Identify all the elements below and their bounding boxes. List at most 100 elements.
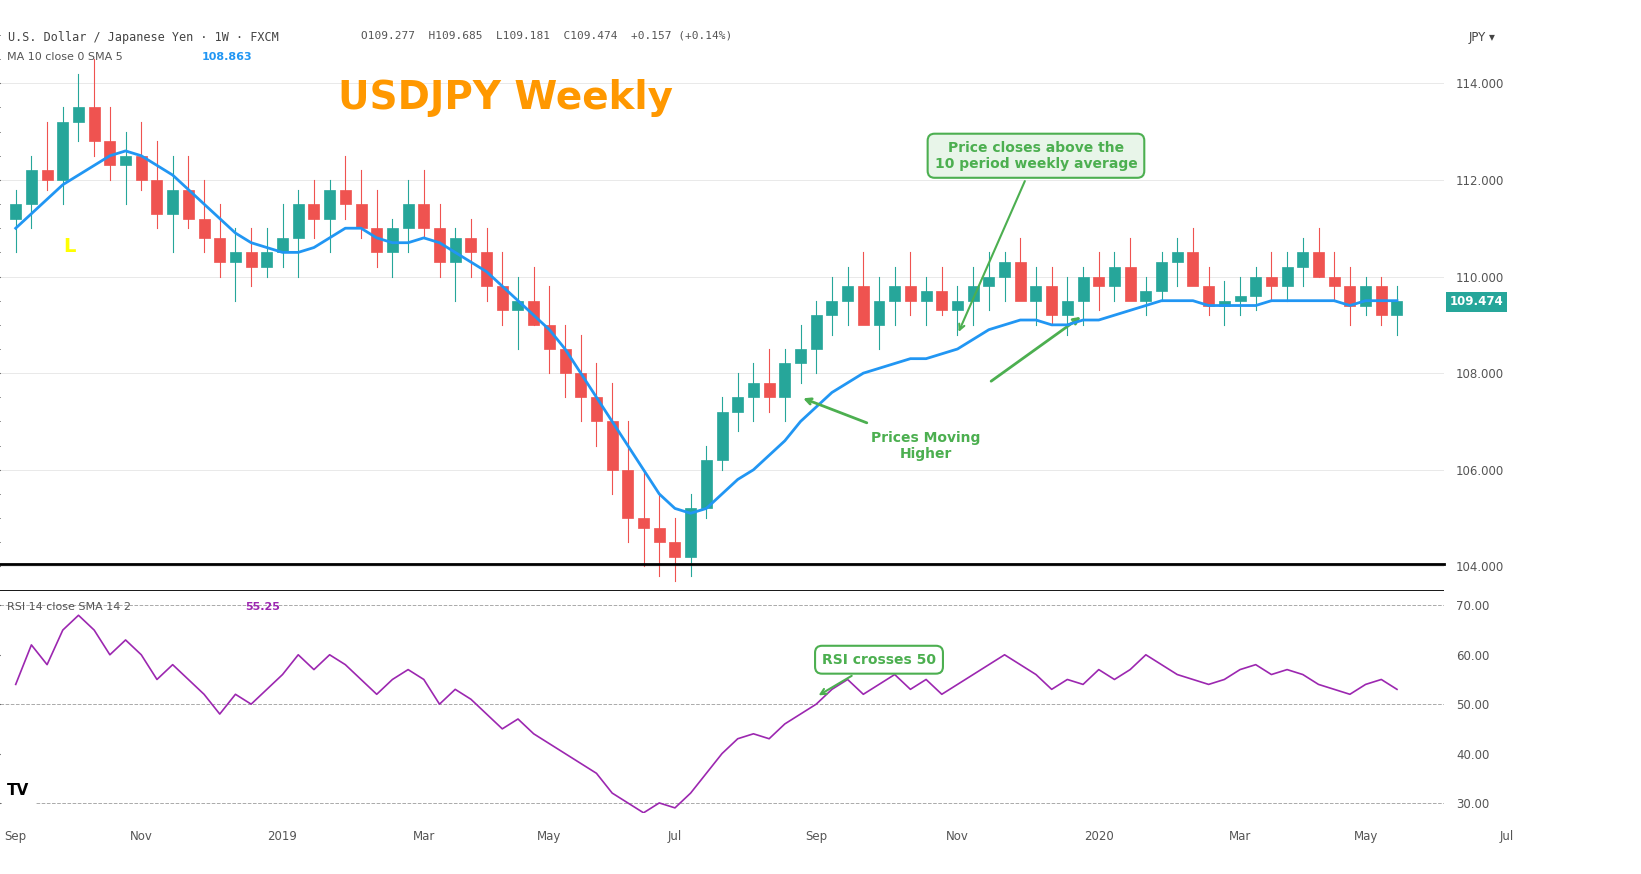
Bar — [1344, 286, 1355, 306]
Bar — [57, 122, 69, 180]
Bar — [1282, 267, 1293, 286]
Bar — [199, 218, 210, 238]
Bar — [151, 180, 162, 214]
Text: Sep: Sep — [5, 830, 26, 843]
Bar — [701, 460, 712, 509]
Text: TV: TV — [7, 783, 30, 798]
Bar — [136, 156, 146, 180]
Bar — [686, 509, 696, 557]
Bar — [246, 253, 256, 267]
Bar — [26, 170, 36, 204]
Bar — [543, 325, 555, 349]
Bar — [811, 316, 822, 349]
Text: JPY ▾: JPY ▾ — [1469, 31, 1495, 44]
Text: Price closes above the
10 period weekly average: Price closes above the 10 period weekly … — [935, 141, 1137, 329]
Text: RSI 14 close SMA 14 2: RSI 14 close SMA 14 2 — [7, 601, 141, 612]
Bar — [1047, 286, 1057, 316]
Bar — [607, 421, 617, 470]
Bar — [983, 276, 994, 286]
Text: May: May — [1354, 830, 1378, 843]
Bar — [120, 156, 131, 165]
Text: Mar: Mar — [412, 830, 435, 843]
Bar — [999, 262, 1011, 276]
Text: Sep: Sep — [806, 830, 827, 843]
Text: L: L — [62, 238, 75, 256]
Bar — [858, 286, 868, 325]
Bar — [1188, 253, 1198, 286]
Bar — [371, 228, 382, 253]
Bar — [182, 190, 194, 218]
Bar — [418, 204, 430, 228]
Bar — [1250, 276, 1262, 296]
Bar — [309, 204, 320, 218]
Bar — [1203, 286, 1214, 306]
Bar — [904, 286, 916, 301]
Bar — [732, 398, 743, 412]
Bar — [1298, 253, 1308, 267]
Bar — [638, 518, 650, 528]
Bar — [952, 301, 963, 310]
Bar — [763, 383, 775, 398]
Bar — [1329, 276, 1339, 286]
Bar — [1140, 291, 1152, 301]
Bar — [402, 204, 414, 228]
Bar — [105, 142, 115, 165]
Bar — [779, 364, 791, 398]
Text: 55.25: 55.25 — [246, 601, 281, 612]
Bar — [1360, 286, 1372, 306]
Bar — [1109, 267, 1119, 286]
Text: 2020: 2020 — [1085, 830, 1114, 843]
Bar — [261, 253, 272, 267]
Bar — [167, 190, 179, 214]
Text: Nov: Nov — [947, 830, 968, 843]
Bar — [292, 204, 304, 238]
Bar — [622, 470, 633, 518]
Bar — [356, 204, 366, 228]
Bar — [921, 291, 932, 301]
Bar — [1375, 286, 1387, 316]
Text: O109.277  H109.685  L109.181  C109.474  +0.157 (+0.14%): O109.277 H109.685 L109.181 C109.474 +0.1… — [361, 31, 732, 40]
Bar — [1124, 267, 1136, 301]
Text: 2019: 2019 — [267, 830, 297, 843]
Text: Nov: Nov — [130, 830, 153, 843]
Bar — [528, 301, 540, 325]
Bar — [1313, 253, 1324, 276]
Bar — [1155, 262, 1167, 291]
Bar — [1031, 286, 1042, 301]
Text: RSI crosses 50: RSI crosses 50 — [820, 653, 935, 694]
Bar — [215, 238, 225, 262]
Bar — [1014, 262, 1026, 301]
Text: 109.474: 109.474 — [1449, 295, 1503, 309]
Bar — [670, 542, 681, 557]
Bar — [653, 528, 665, 542]
Bar — [794, 349, 806, 364]
Bar — [433, 228, 445, 262]
Text: MA 10 close 0 SMA 5: MA 10 close 0 SMA 5 — [7, 52, 133, 62]
Bar — [387, 228, 397, 253]
Bar — [481, 253, 492, 286]
Bar — [1172, 253, 1183, 262]
Bar — [1062, 301, 1073, 316]
Bar — [842, 286, 853, 301]
Bar — [230, 253, 241, 262]
Bar — [512, 301, 523, 310]
Text: Prices Moving
Higher: Prices Moving Higher — [806, 399, 981, 461]
Bar — [937, 291, 947, 310]
Bar — [72, 108, 84, 122]
Bar — [89, 108, 100, 142]
Text: U.S. Dollar / Japanese Yen · 1W · FXCM: U.S. Dollar / Japanese Yen · 1W · FXCM — [8, 31, 279, 44]
Text: Jul: Jul — [668, 830, 683, 843]
Bar — [466, 238, 476, 253]
Bar — [827, 301, 837, 316]
Bar — [873, 301, 884, 325]
Bar — [10, 204, 21, 218]
Bar — [968, 286, 978, 301]
Text: USDJPY Weekly: USDJPY Weekly — [338, 80, 673, 117]
Bar — [497, 286, 507, 310]
Bar — [450, 238, 461, 262]
Bar — [560, 349, 571, 373]
Bar — [1392, 301, 1403, 316]
Bar — [889, 286, 901, 301]
Text: Mar: Mar — [1229, 830, 1250, 843]
Bar — [1078, 276, 1088, 301]
